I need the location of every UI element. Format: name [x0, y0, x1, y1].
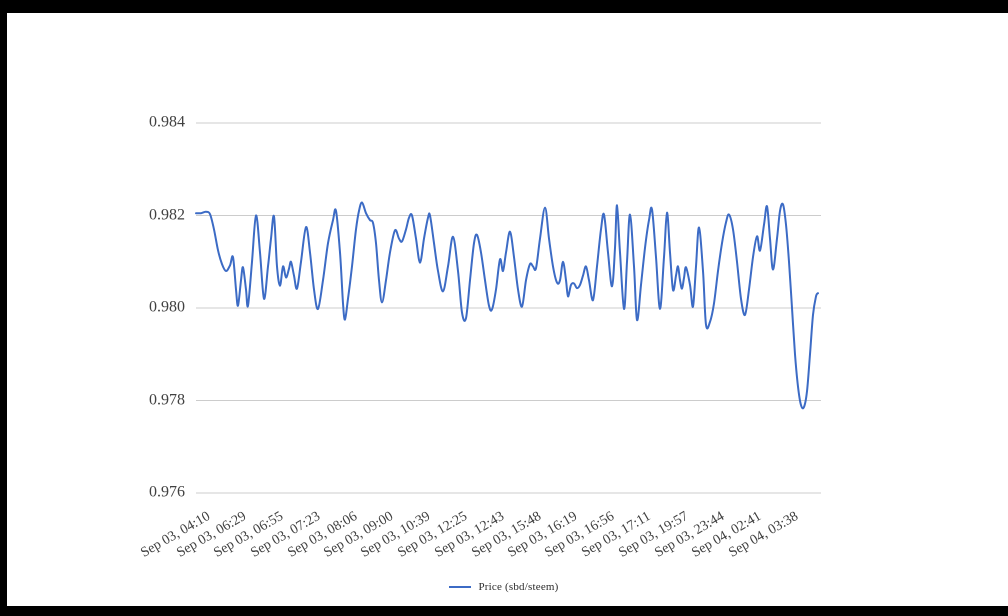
y-axis-tick-label: 0.982 — [149, 206, 185, 224]
legend-line-swatch — [449, 586, 472, 588]
y-axis-tick-label: 0.984 — [149, 113, 185, 131]
y-axis-tick-label: 0.978 — [149, 391, 185, 409]
legend: Price (sbd/steem) — [0, 581, 1008, 593]
y-axis-tick-label: 0.980 — [149, 298, 185, 316]
frame-top — [0, 0, 1008, 13]
frame-left — [0, 0, 7, 616]
legend-label: Price (sbd/steem) — [478, 581, 559, 593]
y-axis-tick-label: 0.976 — [149, 483, 185, 501]
frame-bottom — [0, 606, 1008, 616]
plot-area[interactable] — [196, 123, 821, 493]
price-line — [195, 201, 819, 410]
